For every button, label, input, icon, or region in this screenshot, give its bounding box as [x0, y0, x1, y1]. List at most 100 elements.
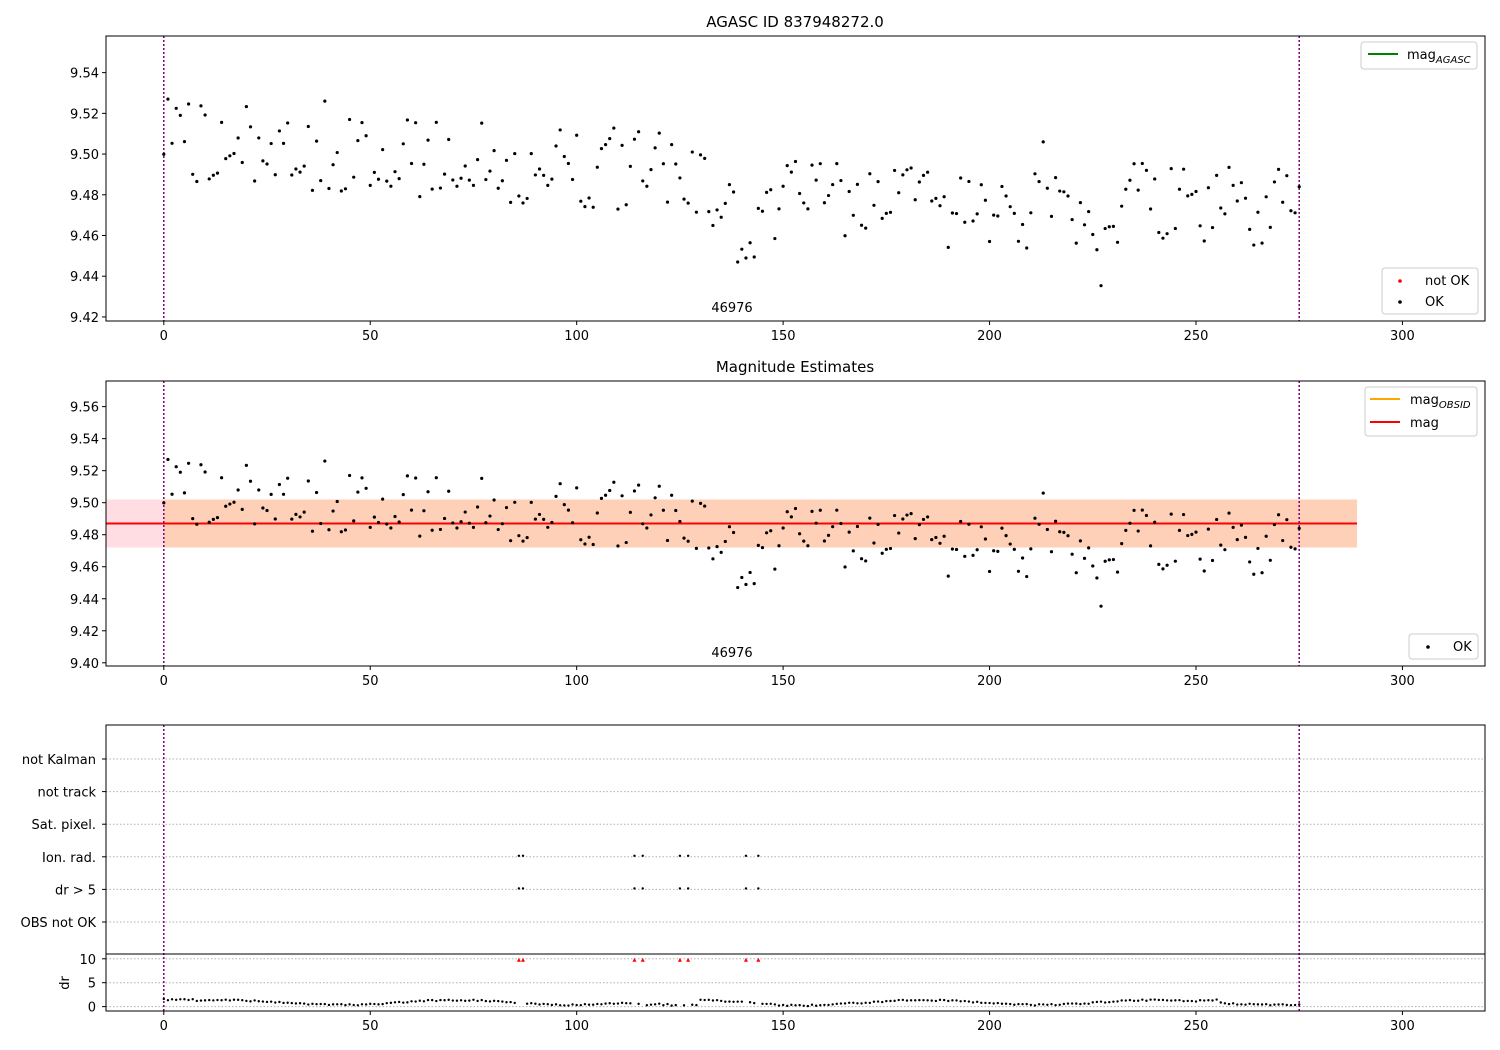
dr-point	[711, 999, 715, 1002]
flag-point	[678, 854, 682, 857]
ok-point	[207, 520, 211, 524]
ok-point	[1041, 140, 1045, 144]
ok-point	[438, 527, 443, 532]
dr-point	[724, 1000, 727, 1003]
flag-row-label: not track	[37, 786, 96, 801]
ok-point	[1252, 243, 1256, 247]
ok-point	[1004, 194, 1008, 198]
flag-point	[517, 887, 521, 890]
ok-point	[798, 532, 802, 536]
ok-point	[1103, 559, 1107, 563]
dr-point	[748, 1001, 752, 1004]
x-tick-label: 100	[564, 1019, 589, 1034]
ok-point	[1198, 557, 1202, 561]
ok-point	[376, 520, 381, 525]
dr-point	[1157, 998, 1161, 1002]
ok-point	[554, 144, 558, 148]
ok-point	[244, 463, 248, 467]
agasc-legend-lower: not OK OK	[1381, 267, 1479, 315]
ok-point	[822, 201, 827, 205]
ok-point	[1037, 179, 1041, 184]
x-tick-label: 100	[564, 329, 589, 344]
ok-point	[1186, 533, 1190, 538]
flag-grid	[106, 758, 1485, 1008]
dr-point	[348, 1003, 351, 1006]
ok-point	[1215, 517, 1219, 522]
ok-point	[484, 521, 488, 525]
dr-point	[414, 1000, 417, 1003]
dr-point	[992, 1002, 995, 1005]
ok-point	[1020, 556, 1025, 560]
ok-point	[1045, 527, 1049, 532]
ok-point	[921, 173, 926, 177]
ok-point	[1045, 186, 1049, 190]
ok-point	[616, 544, 620, 548]
ok-point	[442, 516, 447, 521]
ok-point	[1231, 525, 1235, 529]
ok-point	[670, 143, 674, 147]
dr-point	[847, 1001, 851, 1005]
dr-point	[765, 1002, 768, 1006]
dr-point	[199, 999, 203, 1002]
ok-point	[748, 570, 752, 575]
ok-point	[1190, 192, 1194, 196]
dr-point	[418, 999, 421, 1002]
ok-point	[731, 190, 736, 194]
ok-point	[199, 104, 203, 108]
dr-point	[488, 1000, 492, 1003]
dr-point	[344, 1003, 347, 1007]
ok-point	[162, 152, 166, 156]
ok-point	[987, 239, 992, 244]
dr-point	[389, 1001, 393, 1005]
ok-point	[339, 530, 343, 534]
ok-point	[277, 482, 282, 487]
dr-point	[492, 999, 496, 1003]
dr-point	[1285, 1003, 1289, 1007]
ok-point	[1062, 190, 1066, 194]
ok-point	[814, 178, 818, 182]
ok-point	[826, 533, 831, 537]
ok-point	[471, 525, 476, 529]
dr-point	[443, 999, 446, 1002]
y-tick-label: 9.42	[70, 625, 99, 640]
dr-point	[860, 1002, 863, 1005]
ok-point	[909, 166, 913, 170]
ok-point	[430, 528, 434, 532]
dr-point	[364, 1003, 368, 1006]
dr-tick-label: 5	[88, 977, 96, 992]
dr-clipped-marker	[516, 957, 521, 962]
dr-clipped-marker	[756, 957, 761, 962]
ok-point	[744, 256, 748, 260]
ok-point	[529, 500, 533, 504]
ok-point	[1128, 521, 1132, 525]
dr-point	[596, 1002, 599, 1006]
ok-point	[364, 134, 368, 138]
x-tick-label: 0	[160, 329, 168, 344]
dr-point	[1103, 1001, 1107, 1004]
dr-point	[249, 1000, 252, 1003]
ok-point	[314, 490, 319, 495]
dr-point	[926, 999, 929, 1002]
dr-point	[967, 1000, 971, 1003]
ok-point	[1194, 530, 1198, 534]
dr-point	[393, 1001, 397, 1004]
dr-point	[1120, 999, 1123, 1002]
dr-point	[538, 1003, 541, 1006]
ok-point	[880, 216, 884, 220]
ok-point	[484, 177, 488, 182]
dr-clipped-marker	[743, 957, 748, 962]
ok-point	[686, 539, 690, 543]
ok-point	[1107, 225, 1111, 229]
ok-point	[723, 201, 727, 205]
ok-point	[459, 176, 463, 180]
ok-point	[1136, 188, 1140, 192]
dr-point	[649, 1003, 653, 1006]
dr-point	[323, 1002, 327, 1006]
dr-point	[885, 999, 888, 1003]
ok-point	[1033, 172, 1037, 176]
observation-boundaries	[163, 381, 1300, 666]
ok-point	[401, 142, 405, 146]
ok-point	[855, 182, 860, 186]
ok-point	[273, 517, 277, 521]
ok-point	[934, 196, 938, 200]
